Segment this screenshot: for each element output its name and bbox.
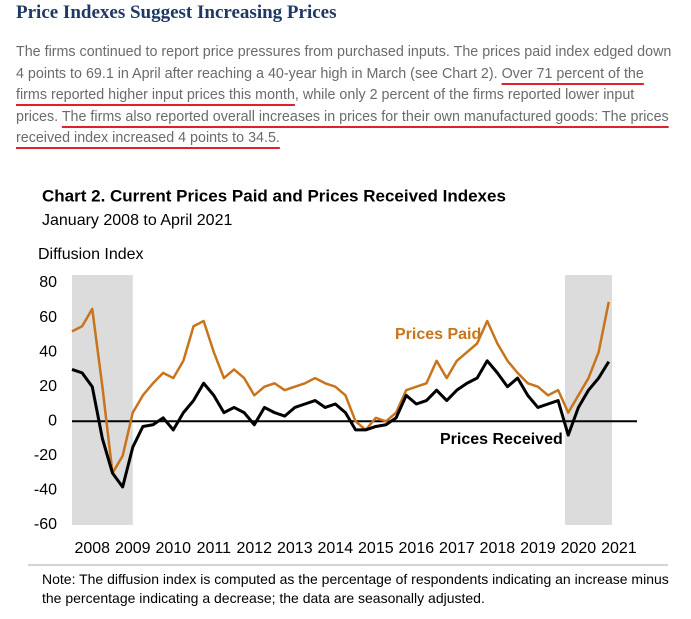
y-tick-label: 40 [39, 343, 57, 360]
highlighted-text: Over 71 percent of the firms reported hi… [16, 65, 644, 104]
y-tick-label: 0 [48, 413, 57, 430]
chart-title: Chart 2. Current Prices Paid and Prices … [42, 186, 506, 205]
y-tick-label: 20 [39, 378, 57, 395]
heading: Price Indexes Suggest Increasing Prices [16, 2, 337, 23]
x-tick-label: 2012 [236, 540, 272, 557]
x-tick-label: 2019 [520, 540, 556, 557]
y-tick-label: 60 [39, 309, 57, 326]
chart: Chart 2. Current Prices Paid and Prices … [28, 186, 668, 566]
text: , while only 2 percent of the firms repo… [16, 87, 635, 125]
series-line [71, 301, 610, 475]
highlighted-text: The firms also reported overall increase… [16, 108, 669, 147]
y-tick-label: -60 [34, 516, 57, 533]
x-tick-label: 2008 [74, 540, 110, 557]
note: Note: The diffusion index is computed as… [42, 571, 669, 606]
x-tick-label: 2014 [318, 540, 354, 557]
x-tick-label: 2017 [439, 540, 475, 557]
paragraph: The firms continued to report price pres… [16, 42, 676, 150]
series-label: Prices Paid [395, 326, 481, 343]
text: The firms continued to report price pres… [16, 44, 672, 82]
x-tick-label: 2018 [480, 540, 516, 557]
y-tick-label: 80 [39, 274, 57, 291]
x-tick-label: 2010 [155, 540, 191, 557]
chart-subtitle: January 2008 to April 2021 [42, 212, 232, 229]
series-line [71, 359, 611, 489]
recession-band [565, 275, 612, 525]
y-axis-label: Diffusion Index [38, 246, 144, 263]
x-tick-label: 2016 [399, 540, 435, 557]
y-tick-label: -40 [34, 482, 57, 499]
x-tick-label: 2020 [561, 540, 597, 557]
x-tick-label: 2011 [197, 540, 232, 557]
series-label: Prices Received [440, 431, 563, 448]
x-tick-label: 2021 [601, 540, 637, 557]
y-tick-label: -20 [34, 447, 57, 464]
x-tick-label: 2009 [115, 540, 151, 557]
x-tick-label: 2015 [358, 540, 394, 557]
x-tick-label: 2013 [277, 540, 313, 557]
